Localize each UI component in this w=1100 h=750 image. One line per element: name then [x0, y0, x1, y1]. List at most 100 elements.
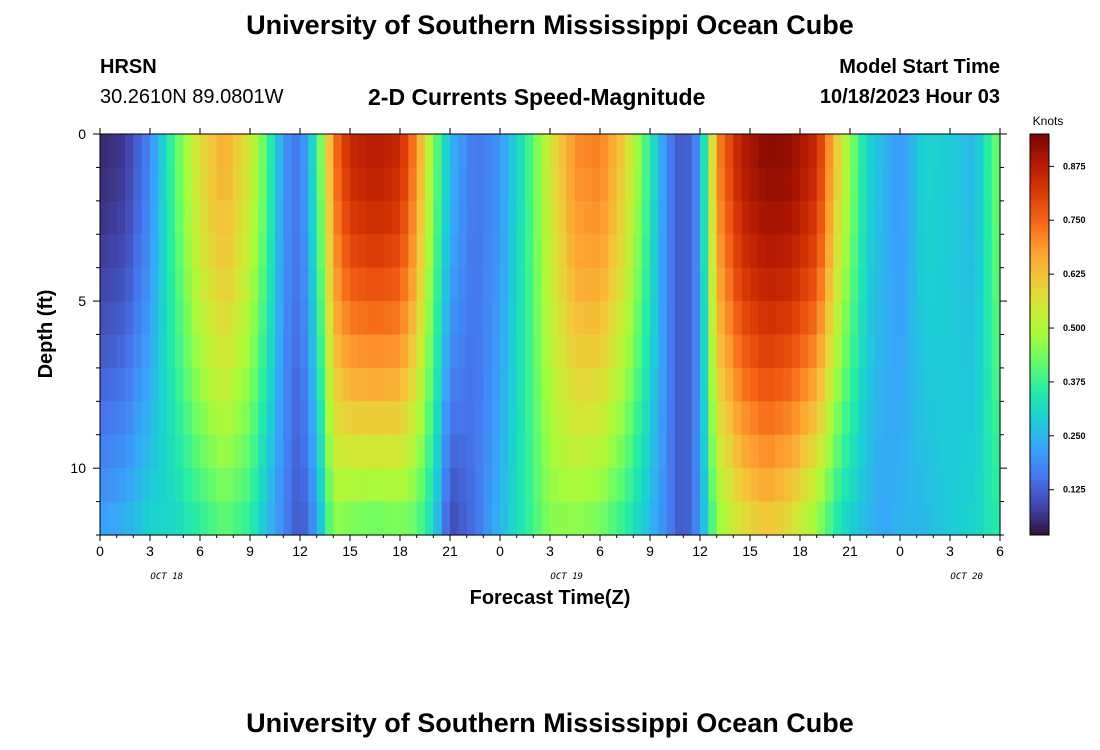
heatmap-cell: [866, 167, 876, 202]
heatmap-cell: [575, 434, 584, 469]
heatmap-cell: [358, 301, 368, 336]
heatmap-cell: [341, 401, 351, 436]
heatmap-cell: [108, 200, 118, 235]
heatmap-cell: [600, 200, 609, 235]
heatmap-cell: [525, 167, 534, 202]
heatmap-cell: [633, 334, 643, 369]
heatmap-cell: [391, 434, 401, 469]
heatmap-cell: [633, 267, 643, 302]
heatmap-cell: [175, 167, 184, 202]
heatmap-cell: [125, 267, 134, 302]
heatmap-cell: [775, 434, 784, 469]
heatmap-cell: [608, 200, 618, 235]
heatmap-cell: [766, 434, 776, 469]
heatmap-cell: [708, 401, 718, 436]
heatmap-cell: [141, 334, 151, 369]
heatmap-cell: [741, 401, 751, 436]
heatmap-cell: [408, 167, 418, 202]
heatmap-cell: [683, 301, 693, 336]
heatmap-cell: [175, 334, 184, 369]
heatmap-cell: [825, 234, 834, 269]
heatmap-cell: [991, 468, 1001, 503]
heatmap-cell: [216, 468, 226, 503]
heatmap-cell: [733, 200, 743, 235]
heatmap-cell: [791, 434, 801, 469]
heatmap-cell: [125, 434, 134, 469]
heatmap-cell: [691, 167, 701, 202]
heatmap-cell: [583, 167, 593, 202]
heatmap-cell: [100, 167, 109, 202]
heatmap-cell: [525, 401, 534, 436]
heatmap-cell: [100, 267, 109, 302]
heatmap-cell: [458, 401, 468, 436]
footer-title: University of Southern Mississippi Ocean…: [246, 708, 854, 738]
heatmap-cell: [575, 367, 584, 402]
heatmap-cell: [158, 167, 168, 202]
station-coordinates: 30.2610N 89.0801W: [100, 86, 284, 108]
heatmap-cell: [483, 367, 493, 402]
heatmap-cell: [858, 200, 868, 235]
heatmap-cell: [358, 200, 368, 235]
heatmap-cell: [691, 367, 701, 402]
heatmap-cell: [991, 434, 1001, 469]
heatmap-cell: [633, 468, 643, 503]
heatmap-cell: [133, 200, 143, 235]
heatmap-cell: [808, 334, 818, 369]
heatmap-cell: [591, 167, 601, 202]
heatmap-cell: [308, 134, 318, 169]
heatmap-cell: [475, 301, 484, 336]
heatmap-cell: [425, 367, 434, 402]
heatmap-cell: [216, 401, 226, 436]
heatmap-cell: [150, 234, 159, 269]
heatmap-cell: [175, 401, 184, 436]
heatmap-cell: [808, 434, 818, 469]
heatmap-cell: [208, 267, 218, 302]
heatmap-cell: [875, 301, 884, 336]
x-tick-label: 9: [646, 543, 654, 559]
heatmap-cell: [375, 468, 384, 503]
heatmap-cell: [458, 434, 468, 469]
heatmap-cell: [775, 401, 784, 436]
heatmap-cell: [366, 401, 376, 436]
heatmap-cell: [291, 367, 301, 402]
heatmap-cell: [983, 234, 993, 269]
heatmap-cell: [441, 167, 451, 202]
heatmap-cell: [150, 367, 159, 402]
x-tick-label: 21: [442, 543, 458, 559]
heatmap-cell: [283, 301, 293, 336]
heatmap-cell: [875, 134, 884, 169]
heatmap-cell: [825, 200, 834, 235]
heatmap-cell: [833, 501, 843, 536]
heatmap-cell: [716, 401, 726, 436]
heatmap-cell: [591, 234, 601, 269]
heatmap-cell: [441, 267, 451, 302]
heatmap-cell: [941, 267, 951, 302]
heatmap-cell: [158, 367, 168, 402]
heatmap-cell: [966, 434, 976, 469]
heatmap-cell: [216, 367, 226, 402]
heatmap-cell: [816, 167, 826, 202]
date-labels: OCT 18 OCT 19 OCT 20: [150, 572, 983, 582]
heatmap-cell: [758, 267, 768, 302]
heatmap-cell: [916, 167, 926, 202]
heatmap-cell: [850, 134, 859, 169]
heatmap-cell: [791, 234, 801, 269]
heatmap-cell: [933, 434, 943, 469]
heatmap-cell: [625, 234, 634, 269]
heatmap-cell: [416, 501, 426, 536]
heatmap-cell: [191, 501, 201, 536]
heatmap-cell: [441, 234, 451, 269]
heatmap-cell: [300, 134, 309, 169]
heatmap-cell: [783, 234, 793, 269]
heatmap-cell: [100, 367, 109, 402]
heatmap-cell: [583, 401, 593, 436]
heatmap-cell: [166, 301, 176, 336]
heatmap-cell: [625, 167, 634, 202]
heatmap-cell: [175, 134, 184, 169]
heatmap-cell: [966, 200, 976, 235]
heatmap-cell: [866, 267, 876, 302]
heatmap-cell: [150, 200, 159, 235]
heatmap-cell: [316, 501, 326, 536]
heatmap-cell: [466, 167, 476, 202]
